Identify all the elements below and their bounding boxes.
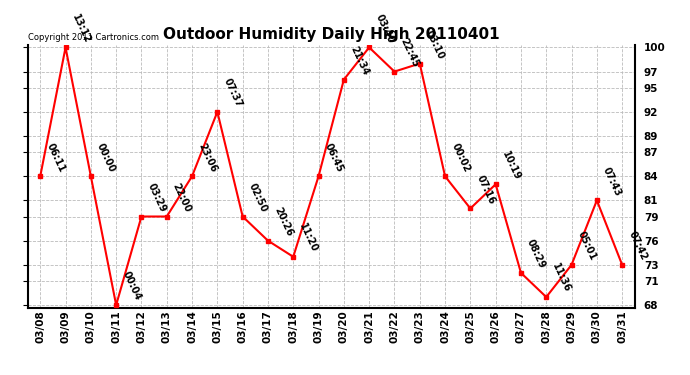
Text: 22:00: 22:00: [171, 182, 193, 214]
Text: 02:50: 02:50: [247, 182, 269, 214]
Text: 20:26: 20:26: [272, 206, 294, 238]
Text: 22:45: 22:45: [399, 36, 421, 69]
Text: 05:01: 05:01: [575, 230, 598, 262]
Text: 00:04: 00:04: [120, 270, 142, 302]
Text: 08:29: 08:29: [525, 238, 547, 270]
Text: 07:16: 07:16: [475, 173, 497, 206]
Text: 07:37: 07:37: [221, 77, 244, 109]
Text: 11:36: 11:36: [551, 262, 573, 294]
Text: 07:43: 07:43: [601, 165, 623, 198]
Text: 03:29: 03:29: [146, 182, 168, 214]
Text: 07:42: 07:42: [627, 230, 649, 262]
Text: 10:19: 10:19: [500, 149, 522, 182]
Text: 23:06: 23:06: [196, 141, 218, 174]
Text: 00:00: 00:00: [95, 141, 117, 174]
Text: 21:34: 21:34: [348, 45, 370, 77]
Text: 13:12: 13:12: [70, 12, 92, 45]
Text: 00:02: 00:02: [449, 141, 471, 174]
Title: Outdoor Humidity Daily High 20110401: Outdoor Humidity Daily High 20110401: [163, 27, 500, 42]
Text: Copyright 2011 Cartronics.com: Copyright 2011 Cartronics.com: [28, 33, 159, 42]
Text: 03:40: 03:40: [373, 12, 395, 45]
Text: 03:10: 03:10: [424, 28, 446, 61]
Text: 11:20: 11:20: [297, 222, 319, 254]
Text: 06:45: 06:45: [323, 141, 345, 174]
Text: 06:11: 06:11: [44, 141, 66, 174]
